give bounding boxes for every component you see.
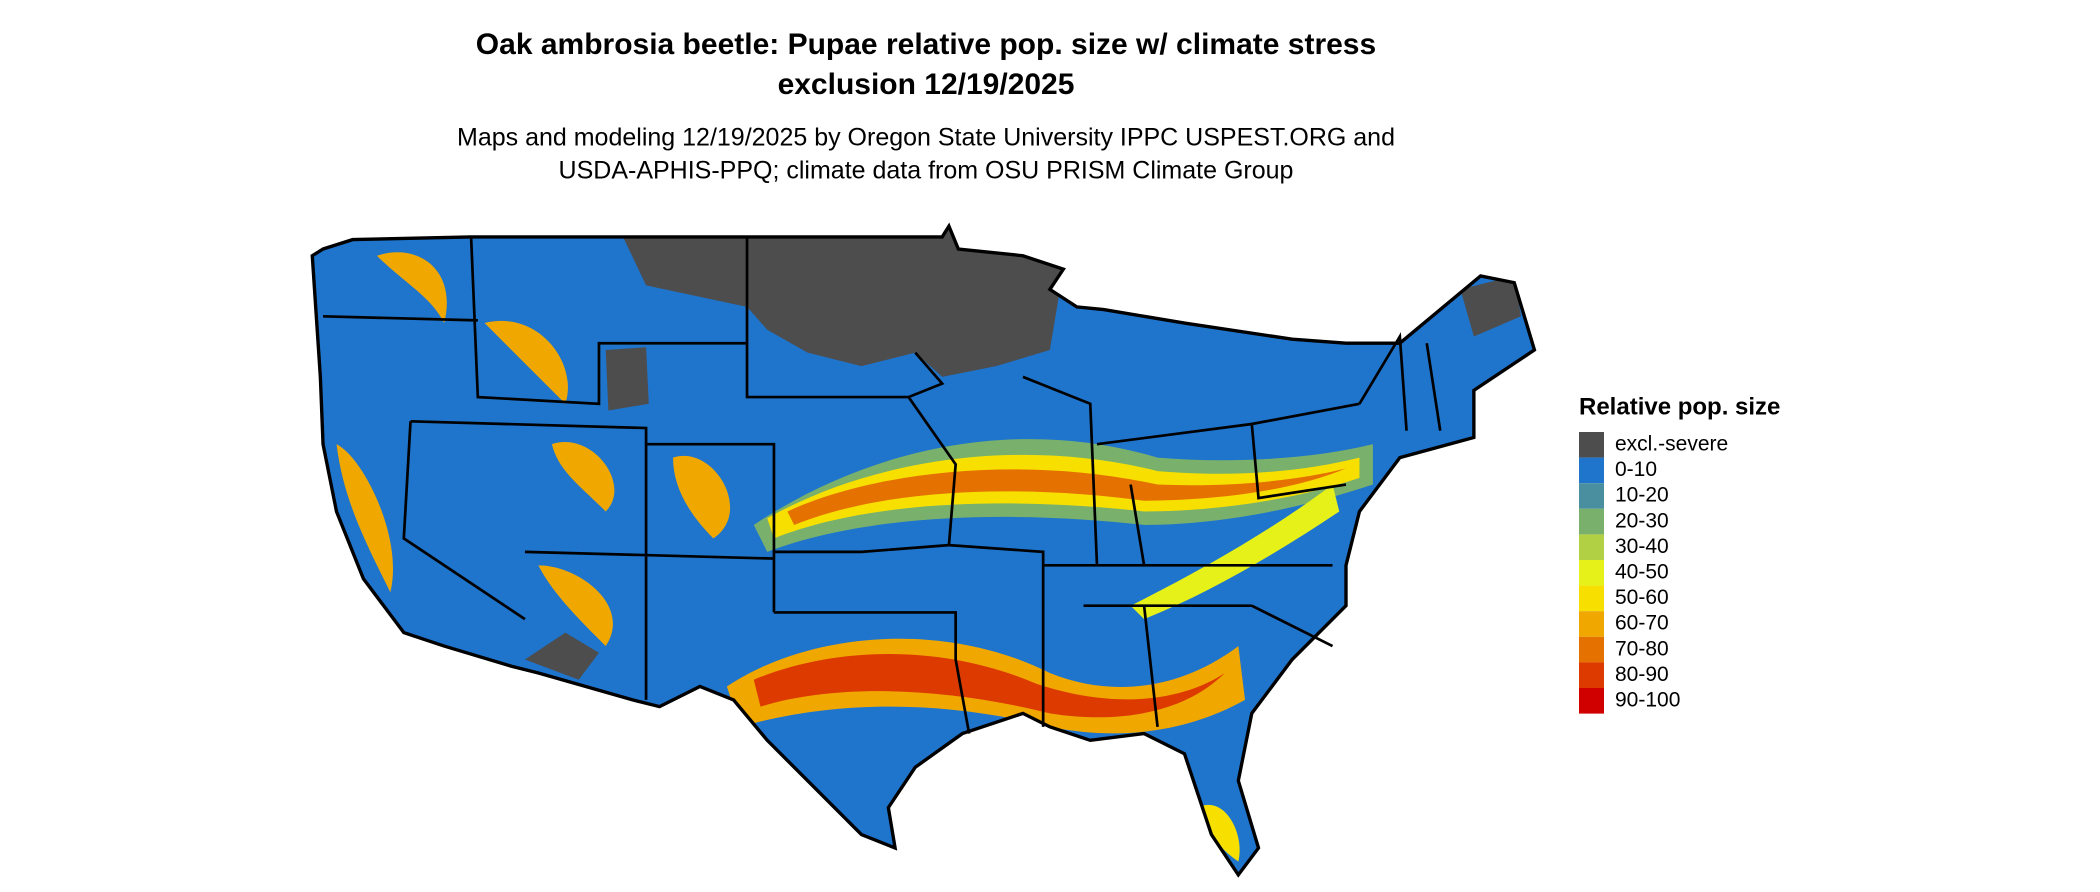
legend-swatch xyxy=(1579,432,1604,458)
legend-label: excl.-severe xyxy=(1615,433,1728,456)
legend-label: 90-100 xyxy=(1615,689,1680,712)
legend-label: 30-40 xyxy=(1615,535,1669,558)
legend-label: 0-10 xyxy=(1615,458,1657,481)
legend-swatch xyxy=(1579,560,1604,586)
legend-swatch xyxy=(1579,457,1604,484)
state-borders xyxy=(323,236,1442,734)
subtitle-line: Maps and modeling 12/19/2025 by Oregon S… xyxy=(457,124,1395,152)
legend-swatch xyxy=(1579,662,1604,688)
legend-label: 50-60 xyxy=(1615,586,1669,609)
legend-swatch xyxy=(1579,688,1604,714)
legend-label: 60-70 xyxy=(1615,612,1669,635)
title-line: Oak ambrosia beetle: Pupae relative pop.… xyxy=(476,28,1376,61)
legend-label: 70-80 xyxy=(1615,637,1669,660)
subtitle-line: USDA-APHIS-PPQ; climate data from OSU PR… xyxy=(559,157,1294,185)
title-line: exclusion 12/19/2025 xyxy=(778,68,1075,101)
legend-swatch xyxy=(1579,585,1604,612)
legend-swatch xyxy=(1579,636,1604,663)
us-map xyxy=(310,224,1537,877)
legend-swatch xyxy=(1579,611,1604,637)
legend-swatch xyxy=(1579,534,1604,560)
legend-label: 20-30 xyxy=(1615,509,1669,532)
legend-label: 40-50 xyxy=(1615,561,1669,584)
legend-swatch xyxy=(1579,483,1604,509)
legend-swatch xyxy=(1579,508,1604,535)
legend-label: 10-20 xyxy=(1615,484,1669,507)
legend-title: Relative pop. size xyxy=(1579,393,1780,420)
legend-label: 80-90 xyxy=(1615,663,1669,686)
